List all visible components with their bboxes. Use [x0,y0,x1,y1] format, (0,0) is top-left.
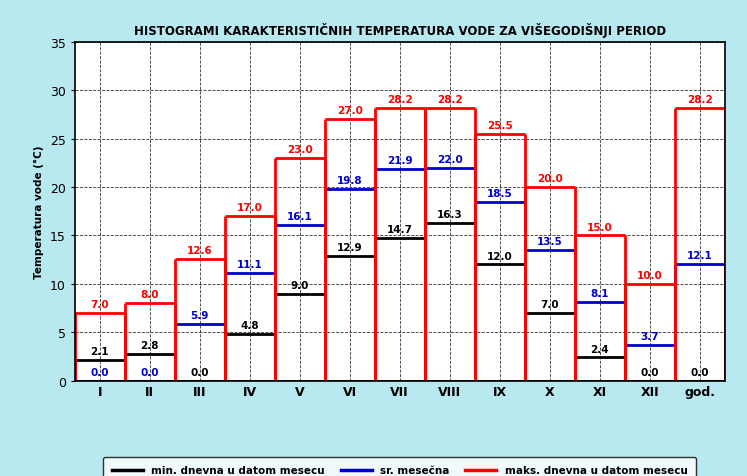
Text: 13.5: 13.5 [537,237,562,247]
Text: 11.1: 11.1 [237,260,262,270]
Text: 2.4: 2.4 [590,344,609,354]
Text: 8.1: 8.1 [590,289,609,299]
Text: 10.0: 10.0 [636,270,663,280]
Text: 2.8: 2.8 [140,340,159,350]
Text: 12.0: 12.0 [487,251,512,261]
Text: 16.1: 16.1 [287,211,312,221]
Text: 19.8: 19.8 [337,176,362,186]
Text: 12.6: 12.6 [187,245,213,255]
Text: 3.7: 3.7 [640,331,659,341]
Text: 8.0: 8.0 [140,290,159,300]
Legend: min. dnevna u datom mesecu, sr. mesečna, maks. dnevna u datom mesecu: min. dnevna u datom mesecu, sr. mesečna,… [103,457,696,476]
Text: 17.0: 17.0 [237,203,263,213]
Text: 0.0: 0.0 [90,367,109,377]
Text: 18.5: 18.5 [487,188,512,198]
Text: 21.9: 21.9 [387,156,412,166]
Text: 22.0: 22.0 [437,155,462,165]
Text: 23.0: 23.0 [287,145,312,155]
Title: HISTOGRAMI KARAKTERISTIČNIH TEMPERATURA VODE ZA VIŠEGODIŠNJI PERIOD: HISTOGRAMI KARAKTERISTIČNIH TEMPERATURA … [134,22,666,38]
Text: 2.1: 2.1 [90,347,109,357]
Text: 16.3: 16.3 [437,209,462,219]
Text: 28.2: 28.2 [387,95,412,105]
Text: 0.0: 0.0 [140,367,159,377]
Text: 15.0: 15.0 [586,222,613,232]
Text: 12.1: 12.1 [686,250,713,260]
Text: 7.0: 7.0 [90,299,109,309]
Text: 9.0: 9.0 [291,280,309,290]
Text: 0.0: 0.0 [690,367,709,377]
Text: 25.5: 25.5 [487,121,512,131]
Text: 28.2: 28.2 [437,95,462,105]
Text: 0.0: 0.0 [640,367,659,377]
Text: 4.8: 4.8 [241,321,259,331]
Text: 14.7: 14.7 [387,225,412,235]
Text: 12.9: 12.9 [337,242,362,252]
Y-axis label: Temperatura vode (°C): Temperatura vode (°C) [34,145,44,278]
Text: 5.9: 5.9 [190,310,209,320]
Text: 27.0: 27.0 [337,106,362,116]
Text: 28.2: 28.2 [686,95,713,105]
Text: 7.0: 7.0 [540,299,559,309]
Text: 0.0: 0.0 [190,367,209,377]
Text: 20.0: 20.0 [537,174,562,184]
